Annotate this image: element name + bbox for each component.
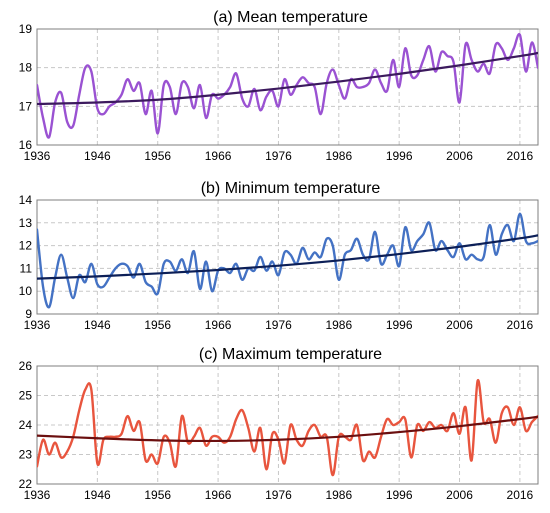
y-tick-label: 23 — [19, 448, 33, 462]
y-tick-label: 25 — [19, 389, 33, 403]
y-tick-label: 14 — [19, 193, 33, 207]
x-tick-label: 1966 — [205, 488, 232, 502]
x-tick-label: 1946 — [84, 149, 111, 163]
trend-line — [37, 415, 538, 443]
x-tick-label: 1946 — [84, 318, 111, 332]
panel-title: (b) Minimum temperature — [201, 180, 381, 197]
y-tick-label: 26 — [19, 359, 33, 373]
x-tick-label: 1976 — [265, 488, 292, 502]
x-tick-label: 1986 — [325, 318, 352, 332]
y-tick-label: 19 — [19, 22, 33, 36]
x-tick-label: 2016 — [507, 149, 534, 163]
x-tick-label: 2016 — [507, 488, 534, 502]
y-tick-label: 18 — [19, 61, 33, 75]
y-tick-label: 12 — [19, 239, 33, 253]
x-tick-label: 1966 — [205, 149, 232, 163]
y-tick-label: 22 — [19, 477, 33, 491]
y-tick-label: 9 — [25, 307, 32, 321]
x-tick-label: 2006 — [446, 149, 473, 163]
panel-mean: 16 17 18 19 1936 1946 1956 1966 1976 1986 1996 2006… — [19, 9, 539, 163]
x-tick-label: 1956 — [144, 318, 171, 332]
y-tick-label: 10 — [19, 284, 33, 298]
x-tick-label: 1996 — [386, 488, 413, 502]
y-tick-label: 24 — [19, 418, 33, 432]
x-tick-label: 1976 — [265, 318, 292, 332]
annual-series-line — [37, 32, 538, 139]
x-tick-label: 1976 — [265, 149, 292, 163]
annual-series-line — [37, 212, 538, 309]
x-tick-label: 1946 — [84, 488, 111, 502]
x-tick-label: 1936 — [24, 318, 51, 332]
annual-series-line — [37, 379, 538, 477]
panel-maximum: 22 23 24 25 26 1936 1946 1956 1966 1976 1986 1996 20… — [19, 346, 539, 502]
x-tick-label: 1956 — [144, 488, 171, 502]
panel-title: (c) Maximum temperature — [199, 346, 382, 363]
plot-frame — [36, 199, 539, 315]
x-tick-label: 2006 — [446, 488, 473, 502]
y-tick-label: 11 — [20, 261, 33, 275]
x-tick-label: 1936 — [24, 488, 51, 502]
panel-minimum: 9 10 11 12 13 14 1936 1946 1956 1966 1976 1986 1996 2… — [19, 180, 539, 332]
y-tick-label: 13 — [19, 216, 33, 230]
x-tick-label: 1956 — [144, 149, 171, 163]
trend-line — [37, 234, 538, 280]
y-tick-label: 17 — [19, 99, 33, 113]
trend-line — [37, 51, 538, 106]
x-tick-label: 1986 — [325, 488, 352, 502]
x-tick-label: 1996 — [386, 318, 413, 332]
x-tick-label: 2006 — [446, 318, 473, 332]
plot-frame — [36, 365, 539, 485]
panel-title: (a) Mean temperature — [213, 9, 368, 26]
x-tick-label: 1936 — [24, 149, 51, 163]
x-tick-label: 2016 — [507, 318, 534, 332]
x-tick-label: 1996 — [386, 149, 413, 163]
y-tick-label: 16 — [19, 138, 33, 152]
x-tick-label: 1966 — [205, 318, 232, 332]
x-tick-label: 1986 — [325, 149, 352, 163]
